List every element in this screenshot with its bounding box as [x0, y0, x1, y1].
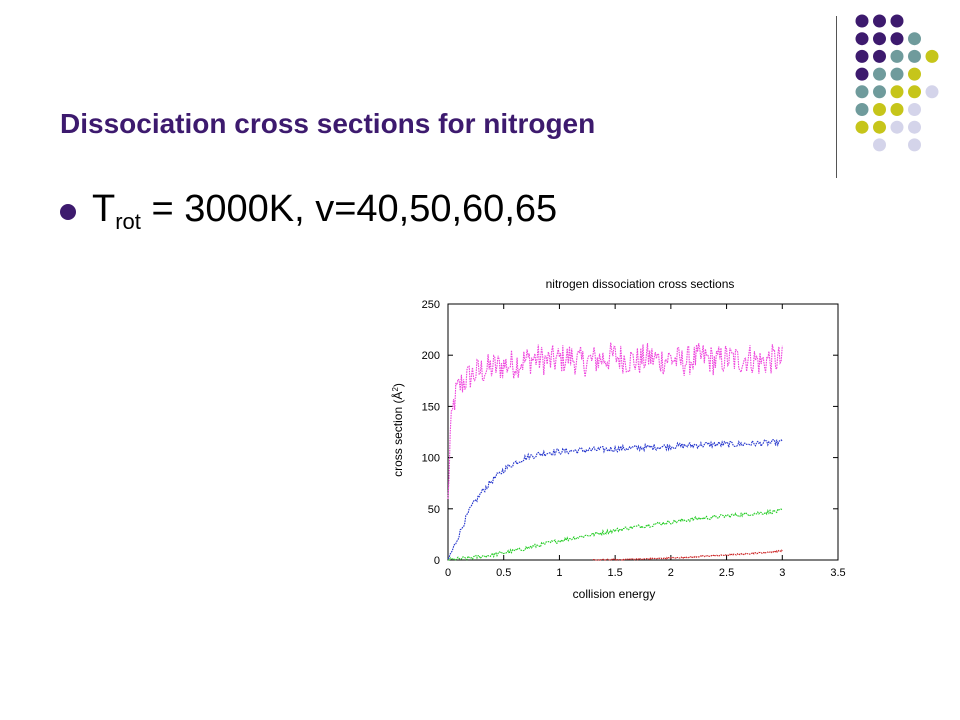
decor-dot-purple: [873, 14, 886, 28]
y-tick-label: 200: [422, 350, 440, 362]
x-tick-label: 2: [668, 567, 674, 579]
decor-dot-lavender: [908, 138, 921, 152]
decor-dot-olive: [908, 67, 921, 81]
x-tick-label: 0: [445, 567, 451, 579]
y-axis-label: cross section (Å2): [390, 383, 405, 477]
decor-dot-purple: [890, 32, 904, 46]
data-series: [447, 342, 783, 561]
decor-dot-purple: [855, 32, 869, 46]
series-line-3: [448, 508, 783, 561]
plot-frame: [447, 303, 839, 561]
decor-dot-lavender: [908, 103, 921, 116]
decor-dot-purple: [873, 32, 886, 46]
axis-ticks: 0 0.5 1 1.5 2 2.5 3 3.5 0 50 100 150 200 250: [422, 299, 846, 579]
decor-dot-teal: [908, 32, 921, 46]
x-tick-label: 3.5: [830, 567, 845, 579]
series-line-1: [447, 342, 783, 499]
decor-dot-olive: [925, 49, 939, 63]
x-tick-label: 1: [556, 567, 562, 579]
decor-dot-purple: [873, 49, 886, 63]
decor-dot-teal: [908, 49, 921, 63]
y-tick-label: 100: [422, 453, 440, 465]
decorative-dot-grid: [855, 14, 939, 152]
series-line-4: [592, 549, 783, 561]
decor-dot-purple: [855, 14, 869, 28]
decor-dot-teal: [890, 49, 904, 63]
decor-dot-olive: [908, 85, 921, 99]
y-tick-label: 150: [422, 401, 440, 413]
x-tick-label: 3: [779, 567, 785, 579]
decor-dot-lavender: [890, 120, 904, 134]
decor-dot-teal: [890, 67, 904, 81]
header-divider: [836, 16, 837, 178]
decor-dot-purple: [855, 67, 869, 81]
bullet-text-base: T: [92, 188, 116, 230]
bullet-text-subscript: rot: [115, 209, 141, 234]
x-tick-label: 2.5: [719, 567, 734, 579]
decor-dot-lavender: [908, 120, 921, 134]
decor-dot-olive: [873, 103, 886, 116]
series-line-2: [447, 439, 783, 560]
decor-dot-olive: [890, 85, 904, 99]
decor-dot-olive: [873, 120, 886, 134]
y-tick-label: 250: [422, 299, 440, 311]
decor-dot-teal: [873, 85, 886, 99]
bullet-text: Trot = 3000K, v=40,50,60,65: [92, 188, 557, 235]
chart-title: nitrogen dissociation cross sections: [546, 277, 735, 291]
slide-title: Dissociation cross sections for nitrogen: [60, 108, 596, 139]
bullet-text-rest: = 3000K, v=40,50,60,65: [140, 188, 558, 230]
decor-dot-lavender: [925, 85, 939, 99]
decor-dot-lavender: [873, 138, 886, 152]
decor-dot-purple: [855, 49, 869, 63]
decor-dot-teal: [855, 103, 869, 116]
x-tick-label: 0.5: [496, 567, 511, 579]
decor-dot-olive: [855, 120, 869, 134]
y-tick-label: 50: [428, 504, 440, 516]
x-tick-label: 1.5: [607, 567, 622, 579]
cross-section-chart: nitrogen dissociation cross sections col…: [390, 277, 846, 601]
decor-dot-olive: [890, 103, 904, 116]
x-axis-label: collision energy: [573, 587, 656, 601]
decor-dot-teal: [855, 85, 869, 99]
bullet-item: Trot = 3000K, v=40,50,60,65: [60, 188, 557, 235]
y-tick-label: 0: [434, 555, 440, 567]
decor-dot-purple: [890, 14, 904, 28]
decor-dot-teal: [873, 67, 886, 81]
bullet-dot-icon: [60, 203, 76, 220]
